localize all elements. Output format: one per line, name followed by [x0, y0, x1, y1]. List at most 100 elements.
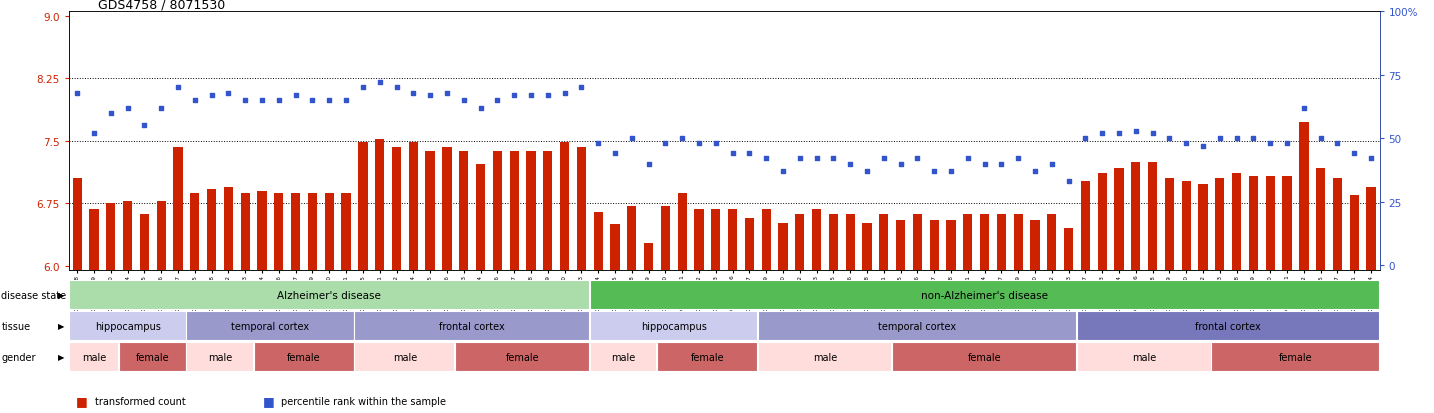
Point	[1342, 151, 1365, 157]
Bar	[1249, 176, 1258, 271]
Bar	[206, 190, 217, 271]
Point	[721, 151, 744, 157]
Point	[789, 156, 812, 162]
Bar	[254, 342, 354, 371]
Bar	[576, 148, 587, 271]
Bar	[657, 342, 757, 371]
Bar	[1164, 179, 1174, 271]
Point	[318, 97, 341, 104]
Point	[587, 140, 609, 147]
Point	[469, 105, 492, 112]
Point	[621, 135, 644, 142]
Bar	[644, 243, 652, 271]
Point	[486, 97, 509, 104]
Point	[1174, 140, 1197, 147]
Text: hippocampus: hippocampus	[641, 321, 707, 331]
Point	[334, 97, 357, 104]
Point	[956, 156, 979, 162]
Text: ▶: ▶	[57, 352, 65, 361]
Text: female: female	[506, 352, 539, 362]
Bar	[1367, 187, 1375, 271]
Point	[922, 169, 945, 175]
Text: ■: ■	[76, 394, 87, 407]
Text: gender: gender	[1, 352, 36, 362]
Point	[1057, 178, 1080, 185]
Bar	[156, 202, 166, 271]
Bar	[997, 215, 1007, 271]
Point	[637, 161, 660, 167]
Bar	[913, 215, 922, 271]
Point	[1359, 156, 1382, 162]
Bar	[979, 215, 989, 271]
Bar	[589, 342, 657, 371]
Bar	[757, 342, 892, 371]
Point	[149, 105, 172, 112]
Point	[704, 140, 727, 147]
Point	[906, 156, 929, 162]
Bar	[324, 193, 334, 271]
Bar	[1064, 229, 1073, 271]
Bar	[391, 148, 402, 271]
Bar	[896, 221, 905, 271]
Bar	[879, 215, 889, 271]
Bar	[559, 143, 569, 271]
Bar	[354, 342, 455, 371]
Point	[1209, 135, 1232, 142]
Point	[351, 85, 374, 92]
Bar	[1266, 176, 1275, 271]
Point	[536, 93, 559, 99]
Point	[569, 85, 592, 92]
Point	[671, 135, 694, 142]
Bar	[186, 342, 252, 371]
Point	[654, 140, 677, 147]
Bar	[354, 311, 589, 340]
Bar	[1212, 342, 1378, 371]
Bar	[1047, 215, 1057, 271]
Bar	[728, 210, 737, 271]
Text: male: male	[393, 352, 417, 362]
Point	[771, 169, 794, 175]
Bar	[274, 193, 284, 271]
Point	[856, 169, 879, 175]
Text: male: male	[208, 352, 232, 362]
Point	[1074, 135, 1097, 142]
Bar	[627, 206, 637, 271]
Bar	[456, 342, 589, 371]
Point	[554, 90, 576, 97]
Point	[1007, 156, 1030, 162]
Text: male: male	[1131, 352, 1156, 362]
Bar	[174, 148, 182, 271]
Bar	[291, 193, 300, 271]
Text: female: female	[968, 352, 1001, 362]
Point	[402, 90, 424, 97]
Bar	[829, 215, 837, 271]
Text: temporal cortex: temporal cortex	[879, 321, 956, 331]
Text: male: male	[611, 352, 635, 362]
Point	[301, 97, 324, 104]
Point	[201, 93, 224, 99]
Bar	[426, 152, 435, 271]
Bar	[442, 148, 452, 271]
Bar	[1149, 162, 1157, 271]
Bar	[141, 215, 149, 271]
Bar	[964, 215, 972, 271]
Text: female: female	[1279, 352, 1312, 362]
Text: female: female	[136, 352, 169, 362]
Bar	[493, 152, 502, 271]
Bar	[258, 191, 267, 271]
Bar	[694, 210, 704, 271]
Point	[822, 156, 845, 162]
Text: Alzheimer's disease: Alzheimer's disease	[277, 290, 381, 300]
Bar	[308, 193, 317, 271]
Point	[133, 123, 156, 130]
Point	[436, 90, 459, 97]
Bar	[1131, 162, 1140, 271]
Text: male: male	[813, 352, 837, 362]
Bar	[862, 223, 872, 271]
Bar	[711, 210, 720, 271]
Bar	[509, 152, 519, 271]
Text: female: female	[287, 352, 321, 362]
Bar	[1349, 196, 1359, 271]
Bar	[812, 210, 822, 271]
Point	[234, 97, 257, 104]
